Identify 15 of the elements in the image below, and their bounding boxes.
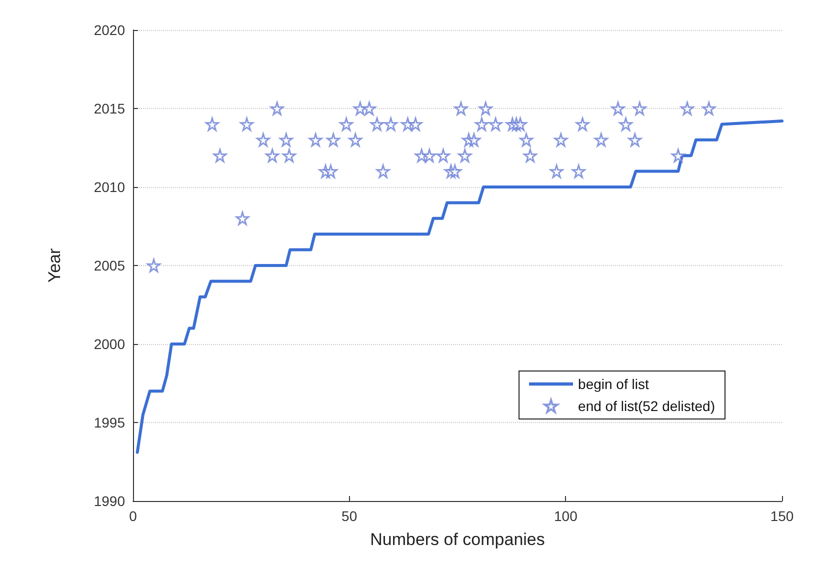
x-tick-label: 100: [554, 508, 578, 524]
y-tick-label: 2000: [94, 336, 126, 352]
y-tick-label: 2010: [94, 179, 126, 195]
y-tick-label: 2015: [94, 100, 126, 116]
x-tick-label: 0: [129, 508, 138, 524]
y-tick-label: 1995: [94, 414, 126, 430]
legend-label: end of list(52 delisted): [578, 398, 716, 414]
y-tick-label: 2005: [94, 258, 126, 274]
legend-label: begin of list: [578, 376, 649, 392]
y-tick-label: 2020: [94, 22, 126, 38]
x-axis-title: Numbers of companies: [370, 530, 545, 549]
x-tick-label: 50: [342, 508, 358, 524]
y-axis-title: Year: [45, 248, 64, 283]
y-tick-label: 1990: [94, 493, 126, 509]
x-tick-label: 150: [770, 508, 794, 524]
